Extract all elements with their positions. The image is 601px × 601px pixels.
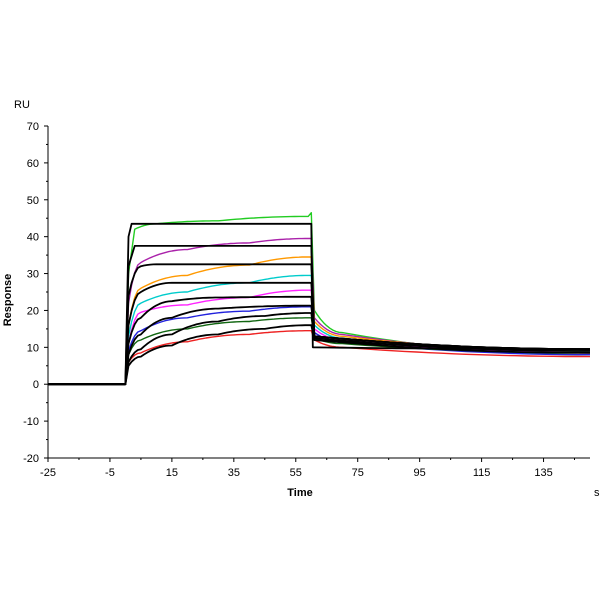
fit-curve-8 <box>48 324 591 386</box>
x-tick-label: -25 <box>40 467 56 479</box>
x-tick-label: 115 <box>473 467 491 479</box>
x-unit-label: s <box>594 487 600 499</box>
y-tick-label: -20 <box>23 453 39 465</box>
y-tick-label: 40 <box>27 232 39 244</box>
y-tick-label: -10 <box>23 416 39 428</box>
fit-layer <box>48 222 591 386</box>
y-axis-ticks: 70 60 50 40 30 20 10 0 -10 -20 <box>23 121 48 465</box>
x-tick-label: 75 <box>352 467 364 479</box>
y-tick-label: 70 <box>27 121 39 133</box>
x-tick-label: 55 <box>290 467 302 479</box>
x-tick-label: 15 <box>166 467 178 479</box>
y-unit-label: RU <box>14 99 30 111</box>
x-tick-label: -5 <box>105 467 115 479</box>
y-tick-label: 20 <box>27 305 39 317</box>
y-tick-label: 0 <box>33 379 39 391</box>
y-tick-label: 10 <box>27 342 39 354</box>
y-axis-title: Response <box>2 274 14 327</box>
y-tick-label: 60 <box>27 158 39 170</box>
x-axis-ticks: -25 -5 15 35 55 75 95 115 135 <box>40 458 576 479</box>
y-tick-label: 50 <box>27 195 39 207</box>
y-tick-label: 30 <box>27 269 39 281</box>
x-axis-title: Time <box>287 487 312 499</box>
x-tick-label: 35 <box>228 467 240 479</box>
x-tick-label: 95 <box>414 467 426 479</box>
x-tick-label: 135 <box>534 467 552 479</box>
